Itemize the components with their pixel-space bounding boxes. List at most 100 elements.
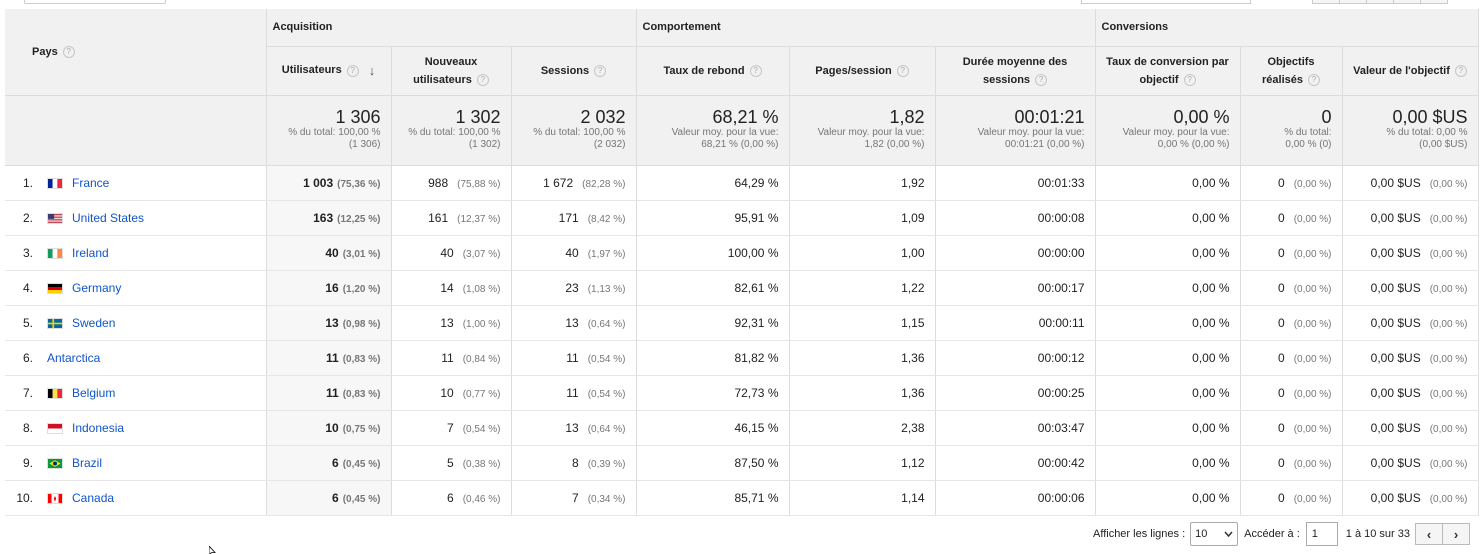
cell-value: 0,00 $US [1370, 490, 1421, 505]
duration-cell: 00:00:08 [935, 200, 1096, 236]
cell-pct: (8,42 %) [587, 213, 626, 225]
pages-cell: 1,36 [789, 340, 936, 376]
chevron-down-icon [1224, 531, 1233, 537]
country-link[interactable]: Belgium [72, 385, 116, 400]
new-users-cell: 11 (0,84 %) [391, 340, 512, 376]
total-value: 2 032 [580, 106, 626, 127]
total-bounce: 68,21 % Valeur moy. pour la vue: 68,21 % (… [636, 95, 790, 166]
conv-rate-cell: 0,00 % [1095, 410, 1241, 446]
conv-rate-cell: 0,00 % [1095, 445, 1241, 481]
help-icon[interactable]: ? [1035, 73, 1048, 86]
country-link[interactable]: France [72, 175, 110, 190]
header-duration[interactable]: Durée moyenne des sessions? [935, 46, 1096, 96]
header-pays[interactable]: Pays? [5, 9, 267, 96]
help-icon[interactable]: ? [1308, 73, 1320, 86]
country-link[interactable]: Brazil [72, 455, 103, 470]
total-value: 0,00 % [1173, 106, 1230, 127]
help-icon[interactable]: ? [62, 45, 75, 58]
header-conv-rate-label-2: objectif [1139, 73, 1179, 86]
cell-value: 11 [566, 350, 579, 365]
cell-pct: (0,54 %) [587, 353, 626, 365]
total-sub: % du total: 0,00 % [1386, 126, 1468, 138]
row-index: 7. [22, 385, 33, 400]
total-sub: % du total: 100,00 % [408, 126, 501, 138]
view-dropdown[interactable] [24, 0, 166, 4]
header-goal-value[interactable]: Valeur de l'objectif? [1342, 46, 1479, 96]
help-icon[interactable]: ? [346, 64, 359, 77]
users-cell: 6 (0,45 %) [266, 480, 392, 516]
total-sub: Valeur moy. pour la vue: [1122, 126, 1230, 138]
header-duration-label: Durée moyenne des [962, 55, 1068, 68]
country-link[interactable]: United States [72, 210, 145, 225]
table-row: 8. Indonesia 10 (0,75 %) 7 (0,54 %) 13 (0,64… [5, 410, 1479, 446]
pages-cell: 1,00 [789, 235, 936, 271]
help-icon[interactable]: ? [1183, 73, 1196, 86]
sort-desc-icon[interactable]: ↓ [368, 62, 376, 78]
new-users-cell: 988 (75,88 %) [391, 165, 512, 201]
view-button[interactable] [1339, 0, 1367, 4]
help-icon[interactable]: ? [896, 64, 909, 77]
pages-cell: 2,38 [789, 410, 936, 446]
help-icon[interactable]: ? [1454, 64, 1467, 77]
header-goal-value-label: Valeur de l'objectif [1353, 64, 1450, 77]
cell-pct: (0,83 %) [342, 353, 381, 365]
cell-pct: (0,34 %) [587, 493, 626, 505]
header-bounce[interactable]: Taux de rebond? [636, 46, 790, 96]
sessions-cell: 1 672 (82,28 %) [511, 165, 637, 201]
cell-value: 0 [1278, 280, 1285, 295]
header-pages[interactable]: Pages/session? [789, 46, 936, 96]
conv-rate-cell: 0,00 % [1095, 480, 1241, 516]
total-sub: Valeur moy. pour la vue: [817, 126, 925, 138]
table-row: 1. France 1 003 (75,36 %) 988 (75,88 %) 1 6… [5, 165, 1479, 201]
header-conv-rate[interactable]: Taux de conversion par objectif? [1095, 46, 1241, 96]
country-link[interactable]: Ireland [72, 245, 109, 260]
view-button[interactable] [1312, 0, 1340, 4]
view-button[interactable] [1366, 0, 1394, 4]
cell-pct: (1,13 %) [587, 283, 626, 295]
cell-pct: (0,00 %) [1293, 283, 1332, 295]
header-new-users[interactable]: Nouveaux utilisateurs? [391, 46, 512, 96]
cell-pct: (0,84 %) [462, 353, 501, 365]
cell-pct: (0,00 %) [1429, 178, 1468, 190]
conv-rate-cell: 0,00 % [1095, 200, 1241, 236]
cell-value: 0,00 $US [1370, 350, 1421, 365]
header-sessions[interactable]: Sessions? [511, 46, 637, 96]
cell-pct: (0,54 %) [587, 388, 626, 400]
country-link[interactable]: Sweden [72, 315, 116, 330]
users-cell: 6 (0,45 %) [266, 445, 392, 481]
country-link[interactable]: Antarctica [47, 350, 101, 365]
search-box[interactable] [1081, 0, 1251, 4]
cell-pct: (0,00 %) [1293, 248, 1332, 260]
cell-value: 0 [1278, 245, 1285, 260]
help-icon[interactable]: ? [749, 64, 762, 77]
cell-value: 40 [565, 245, 579, 260]
cell-value: 40 [325, 245, 339, 260]
prev-page-button[interactable]: ‹ [1414, 523, 1443, 545]
cell-pct: (0,00 %) [1429, 213, 1468, 225]
view-button[interactable] [1420, 0, 1448, 4]
users-cell: 10 (0,75 %) [266, 410, 392, 446]
help-icon[interactable]: ? [594, 64, 607, 77]
country-cell: 5. Sweden [5, 305, 267, 341]
header-goals-label-2: réalisés [1262, 73, 1303, 86]
cell-value: 0 [1278, 210, 1285, 225]
country-link[interactable]: Germany [72, 280, 122, 295]
users-cell: 11 (0,83 %) [266, 340, 392, 376]
cell-value: 0 [1278, 455, 1285, 470]
goals-cell: 0 (0,00 %) [1240, 480, 1343, 516]
country-link[interactable]: Canada [72, 490, 115, 505]
table-row: 9. Brazil 6 (0,45 %) 5 (0,38 %) 8 (0,39 %) 8… [5, 445, 1479, 481]
country-link[interactable]: Indonesia [72, 420, 125, 435]
next-page-button[interactable]: › [1441, 523, 1470, 545]
rows-per-page-select[interactable]: 10 [1190, 522, 1239, 546]
goals-cell: 0 (0,00 %) [1240, 235, 1343, 271]
header-goals[interactable]: Objectifs réalisés? [1240, 46, 1343, 96]
view-toggle-buttons[interactable] [1312, 0, 1448, 4]
cell-value: 40 [440, 245, 454, 260]
header-users[interactable]: Utilisateurs? ↓ [266, 46, 392, 96]
goals-cell: 0 (0,00 %) [1240, 200, 1343, 236]
view-button[interactable] [1393, 0, 1421, 4]
total-sub: % du total: 100,00 % [533, 126, 626, 138]
help-icon[interactable]: ? [476, 73, 489, 86]
goto-page-input[interactable]: 1 [1305, 522, 1338, 546]
